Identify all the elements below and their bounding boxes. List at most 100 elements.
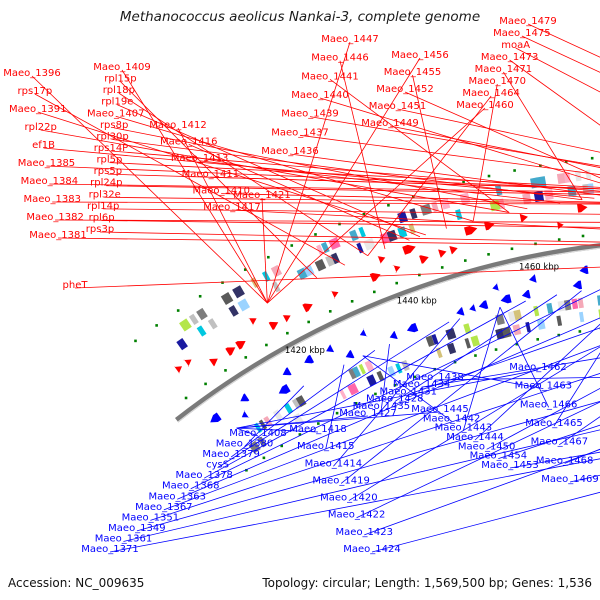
reverse-gene-54 — [456, 307, 465, 316]
leader-line — [503, 71, 583, 200]
forward-gene-7 — [282, 314, 291, 323]
gene-label: Maeo_1413 — [171, 153, 228, 164]
reverse-gene-46 — [278, 384, 291, 394]
gene-label: rpl14p — [87, 201, 119, 212]
cog-block-134 — [283, 402, 294, 415]
tick-label-2: 1460 kbp — [519, 263, 559, 273]
cog-block-206 — [464, 337, 471, 349]
leader-line — [190, 289, 600, 490]
tick-mark — [267, 255, 270, 259]
reverse-gene-57 — [492, 282, 500, 292]
leader-line — [367, 95, 492, 256]
gene-label: Maeo_1452 — [376, 84, 433, 95]
cog-block-81 — [431, 201, 439, 213]
gene-label: Maeo_1385 — [18, 158, 75, 169]
cog-block-136 — [295, 395, 307, 408]
cog-block-8 — [314, 258, 327, 272]
cog-block-149 — [546, 302, 554, 314]
gene-label: Maeo_1383 — [23, 194, 80, 205]
tick-label-1: 1440 kbp — [397, 296, 437, 306]
forward-gene-8 — [302, 303, 313, 313]
leader-line — [55, 219, 600, 223]
backbone-circle — [174, 243, 600, 423]
gene-label: Maeo_1446 — [311, 53, 368, 64]
reverse-gene-60 — [529, 274, 537, 283]
tick-mark — [393, 383, 397, 387]
cog-block-133 — [272, 409, 283, 421]
tick-mark — [487, 253, 490, 256]
tick-mark — [564, 160, 568, 163]
forward-gene-5 — [248, 317, 257, 326]
gene-label: Maeo_1414 — [305, 458, 362, 469]
reverse-gene-58 — [500, 294, 512, 304]
reverse-gene-62 — [579, 265, 589, 275]
gene-label: rps8p — [100, 120, 128, 131]
reverse-gene-50 — [345, 350, 355, 359]
tick-mark — [440, 266, 444, 269]
gene-label: Maeo_1438 — [406, 372, 463, 383]
forward-gene-13 — [402, 244, 416, 255]
leader-line — [99, 231, 600, 243]
cog-block-87 — [556, 172, 567, 184]
leader-line — [261, 197, 268, 304]
gene-label: Maeo_1417 — [203, 202, 260, 213]
cog-block-199 — [366, 374, 377, 387]
cog-block-214 — [578, 311, 585, 323]
gene-label: Maeo_1453 — [481, 460, 538, 471]
forward-gene-3 — [225, 347, 236, 356]
tick-mark — [262, 456, 266, 460]
gene-label: rpl24p — [90, 178, 122, 189]
gene-label: rpl30p — [96, 131, 128, 142]
reverse-gene-56 — [478, 300, 489, 309]
leader-line — [230, 349, 376, 458]
tick-mark — [350, 300, 354, 303]
leader-line — [244, 385, 305, 447]
reverse-gene-59 — [521, 289, 531, 299]
leader-line — [289, 153, 600, 196]
forward-gene-16 — [449, 246, 458, 255]
cog-block-88 — [563, 172, 571, 183]
cog-block-72 — [270, 264, 283, 278]
leader-line — [236, 427, 319, 433]
tick-mark — [280, 444, 284, 448]
forward-gene-1 — [183, 359, 192, 367]
leader-line — [101, 220, 600, 228]
gene-label: Maeo_1423 — [336, 527, 393, 538]
tick-mark — [578, 330, 582, 333]
tick-mark — [328, 310, 332, 313]
cog-block-142 — [431, 334, 439, 345]
gene-label: Maeo_1368 — [162, 481, 219, 492]
cog-block-154 — [597, 295, 600, 306]
leader-line — [474, 323, 600, 441]
leader-line — [267, 57, 421, 304]
leader-line — [163, 345, 600, 511]
tick-mark — [557, 333, 561, 337]
cog-block-17 — [455, 209, 463, 221]
tick-mark — [245, 468, 248, 472]
leader-line — [394, 294, 558, 402]
cog-block-2 — [207, 318, 218, 330]
gene-label: ef1B — [32, 140, 55, 151]
tick-mark — [494, 348, 498, 351]
forward-gene-10 — [369, 272, 381, 282]
gene-label: Maeo_1419 — [312, 475, 369, 486]
leader-line — [421, 357, 600, 388]
gene-label: Maeo_1418 — [289, 424, 346, 435]
leader-line — [52, 201, 600, 205]
tick-mark — [244, 356, 248, 359]
gene-label: Maeo_1367 — [135, 502, 192, 513]
leader-line — [267, 41, 351, 304]
tick-mark — [265, 343, 268, 347]
leader-line — [527, 23, 600, 58]
leader-line — [389, 125, 600, 168]
cog-block-15 — [397, 226, 408, 239]
cog-block-139 — [358, 363, 366, 375]
tick-mark — [317, 422, 320, 425]
gene-label: Maeo_1378 — [175, 470, 232, 481]
gene-label: rpl22p — [25, 122, 57, 133]
cog-block-77 — [358, 226, 366, 238]
cog-block-143 — [445, 327, 457, 341]
gene-label: Maeo_1470 — [469, 76, 526, 87]
cog-block-65 — [179, 318, 192, 332]
